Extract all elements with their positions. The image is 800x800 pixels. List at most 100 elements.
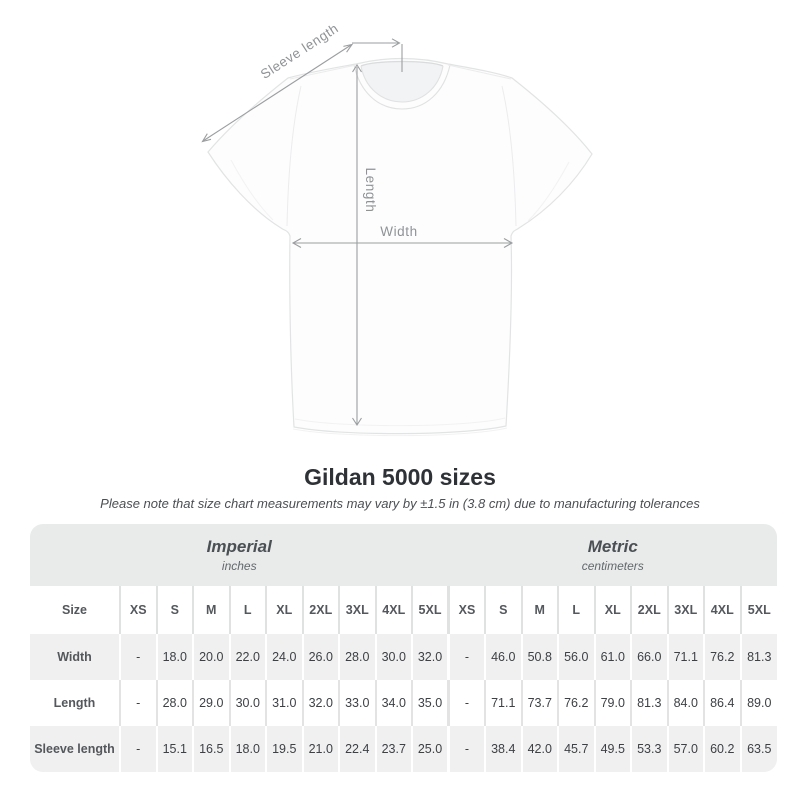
value-cell: 56.0 [557,634,595,680]
value-cell: 61.0 [593,634,631,680]
value-cell: - [119,726,157,772]
value-cell: 20.0 [192,634,230,680]
width-row: Width - 18.0 20.0 22.0 24.0 26.0 28.0 30… [30,634,777,680]
size-col-header: M [192,586,230,634]
size-col-header: L [557,586,595,634]
value-cell: 32.0 [301,680,339,726]
value-cell: 76.2 [703,634,741,680]
value-cell: 24.0 [265,634,303,680]
value-cell: - [447,680,485,726]
size-col-header: S [484,586,522,634]
size-col-header: 3XL [338,586,376,634]
metric-section-header: Metric centimeters [448,524,777,586]
size-table: Imperial inches Metric centimeters Size … [30,524,777,772]
imperial-label: Imperial [206,537,272,557]
length-row: Length - 28.0 29.0 30.0 31.0 32.0 33.0 3… [30,680,777,726]
row-label: Width [57,650,92,664]
collar-band [353,64,451,110]
size-col-header: XL [265,586,303,634]
value-cell: 32.0 [411,634,449,680]
size-col-header: S [155,586,193,634]
row-label: Length [53,696,96,710]
value-cell: 16.5 [192,726,230,772]
value-cell: 18.0 [228,726,266,772]
value-cell: 50.8 [520,634,558,680]
value-cell: 28.0 [338,634,376,680]
value-cell: - [447,634,485,680]
measurement-lines [201,38,514,427]
value-cell: 46.0 [484,634,522,680]
value-cell: 21.0 [301,726,339,772]
value-cell: 73.7 [520,680,558,726]
neck-opening [361,60,443,102]
value-cell: 76.2 [557,680,595,726]
size-col-header: XS [447,586,485,634]
value-cell: 45.7 [557,726,595,772]
imperial-section-header: Imperial inches [30,524,449,586]
value-cell: 22.0 [228,634,266,680]
value-cell: - [119,634,157,680]
value-cell: 84.0 [666,680,704,726]
metric-unit: centimeters [581,558,644,573]
page-title: Gildan 5000 sizes [304,464,496,490]
value-cell: 23.7 [374,726,412,772]
value-cell: 66.0 [630,634,668,680]
size-col-header: 2XL [301,586,339,634]
value-cell: 71.1 [484,680,522,726]
metric-label: Metric [587,537,638,557]
value-cell: 57.0 [666,726,704,772]
sleeve-length-row: Sleeve length - 15.1 16.5 18.0 19.5 21.0… [30,726,777,772]
imperial-unit: inches [221,558,257,573]
size-table-card: Imperial inches Metric centimeters Size … [30,524,777,772]
size-col-header: 3XL [666,586,704,634]
value-cell: 15.1 [155,726,193,772]
value-cell: 22.4 [338,726,376,772]
size-col-header: XS [119,586,157,634]
value-cell: 25.0 [411,726,449,772]
value-cell: 86.4 [703,680,741,726]
value-cell: 30.0 [228,680,266,726]
size-col-header: 5XL [739,586,777,634]
value-cell: 81.3 [630,680,668,726]
value-cell: 71.1 [666,634,704,680]
value-cell: 63.5 [739,726,777,772]
value-cell: 53.3 [630,726,668,772]
size-col-header: 2XL [630,586,668,634]
value-cell: 81.3 [739,634,777,680]
size-header-row: Size XS S M L XL 2XL 3XL 4XL 5XL XS S M … [30,586,777,634]
size-col-header: 5XL [411,586,449,634]
value-cell: 26.0 [301,634,339,680]
value-cell: 28.0 [155,680,193,726]
size-col-header: XL [593,586,631,634]
value-cell: 33.0 [338,680,376,726]
value-cell: 79.0 [593,680,631,726]
unit-header-row: Imperial inches Metric centimeters [30,524,777,586]
value-cell: 42.0 [520,726,558,772]
value-cell: 29.0 [192,680,230,726]
value-cell: - [119,680,157,726]
value-cell: 60.2 [703,726,741,772]
length-label: Length [363,168,378,213]
size-col-header: 4XL [703,586,741,634]
value-cell: 49.5 [593,726,631,772]
size-corner-header: Size [30,586,120,634]
value-cell: 34.0 [374,680,412,726]
sleeve-length-arrow [202,44,352,142]
value-cell: 31.0 [265,680,303,726]
value-cell: 89.0 [739,680,777,726]
row-label: Sleeve length [34,742,115,756]
size-col-header: 4XL [374,586,412,634]
tolerance-note: Please note that size chart measurements… [100,496,700,511]
size-col-header: M [520,586,558,634]
size-col-header: L [228,586,266,634]
value-cell: 38.4 [484,726,522,772]
value-cell: - [447,726,485,772]
value-cell: 35.0 [411,680,449,726]
tshirt-diagram: Sleeve length Length Width [201,21,593,437]
width-label: Width [380,224,418,239]
value-cell: 30.0 [374,634,412,680]
tshirt-graphic [207,57,593,437]
value-cell: 18.0 [155,634,193,680]
value-cell: 19.5 [265,726,303,772]
